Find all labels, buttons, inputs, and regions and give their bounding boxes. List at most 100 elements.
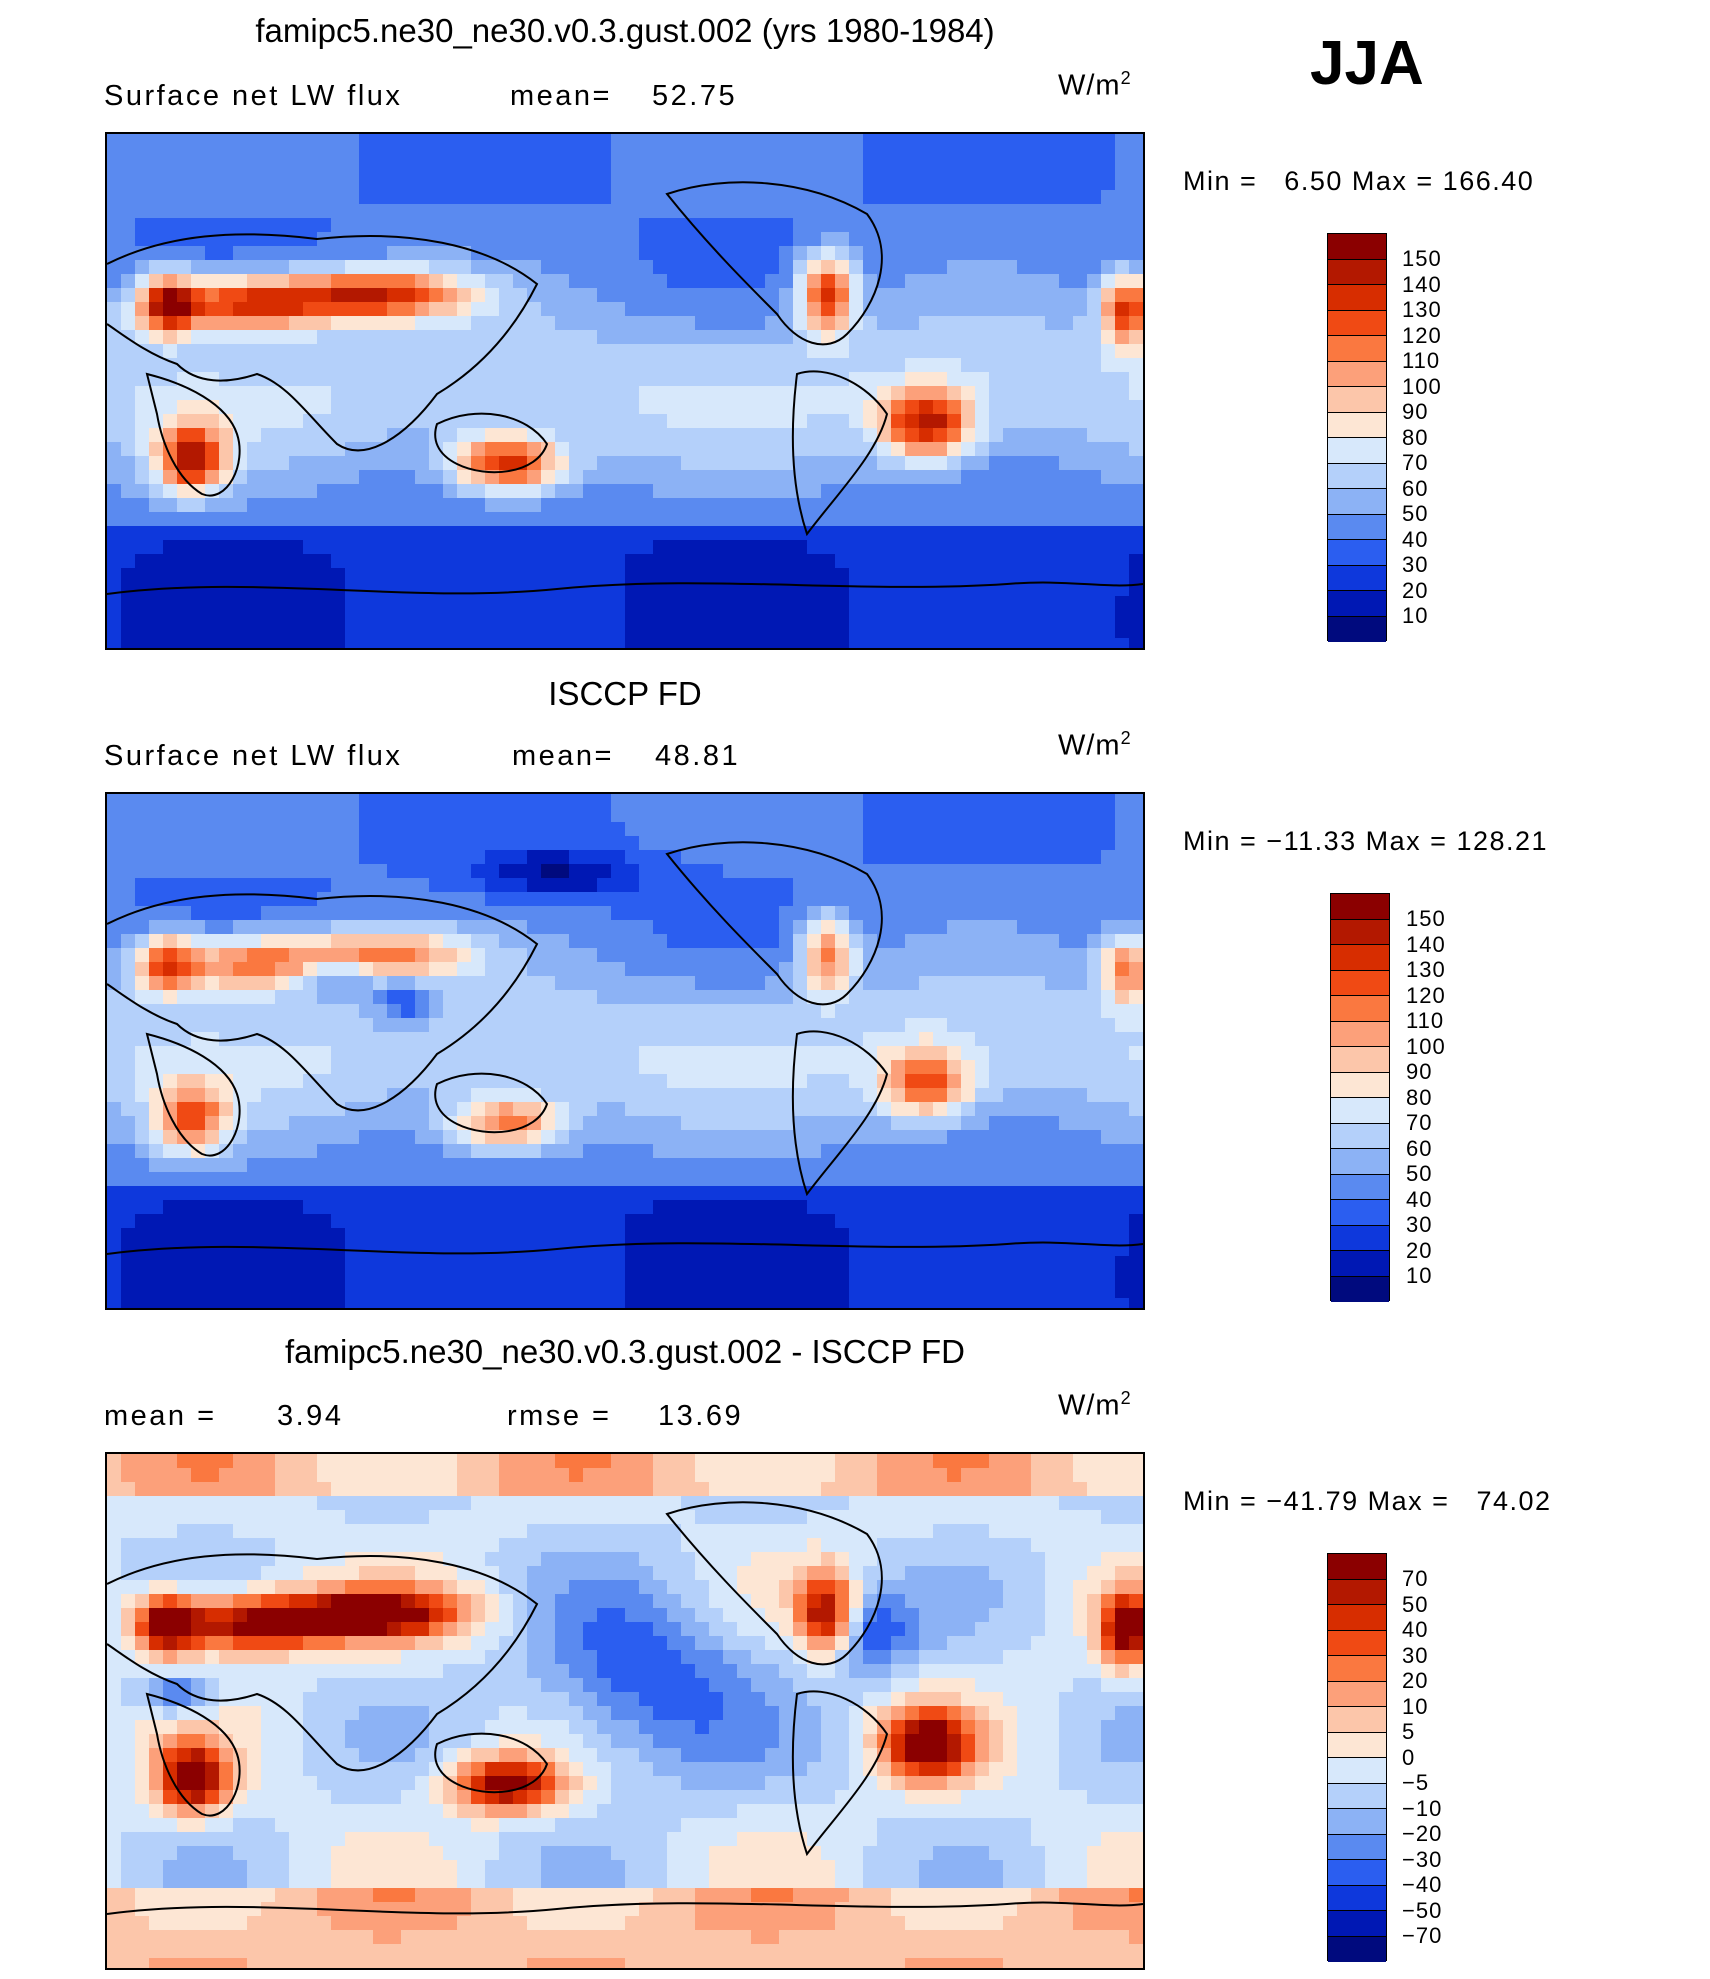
panel-2-title: ISCCP FD [548,675,702,712]
panel-3-colorbar-labels: 70 50 40 30 20 10 5 0 −5 −10 −20 −30 −40 −50 −70 [1402,1566,1442,1949]
panel-2-colorbar-labels: 150 140 130 120 110 100 90 80 70 60 50 40 30 20 10 [1406,906,1446,1289]
panel-1-mean-value: 52.75 [652,80,738,112]
colorbar-swatch [1331,1047,1389,1073]
colorbar-tick-label: 5 [1402,1719,1416,1744]
colorbar-swatch [1331,1021,1389,1047]
colorbar-tick-label: 90 [1406,1059,1433,1084]
colorbar-swatch [1328,1860,1386,1886]
colorbar-swatch [1328,1605,1386,1631]
season-label: JJA [1310,29,1424,98]
panel-3-map [105,1452,1145,1970]
colorbar-swatch [1328,1936,1386,1962]
colorbar-swatch [1331,1225,1389,1251]
colorbar-tick-label: 90 [1402,399,1429,424]
panel-2-colorbar [1330,893,1390,1302]
panel-3-rmse-value: 13.69 [658,1400,744,1432]
colorbar-swatch [1328,438,1386,464]
panel-3-map-graphic [107,1454,1143,1968]
colorbar-swatch [1328,1809,1386,1835]
colorbar-swatch [1328,1885,1386,1911]
panel-3-mean-label: mean = [104,1400,217,1432]
colorbar-tick-label: 70 [1406,1110,1433,1135]
colorbar-swatch [1331,1072,1389,1098]
colorbar-swatch [1328,489,1386,515]
colorbar-swatch [1331,919,1389,945]
colorbar-tick-label: −30 [1402,1846,1443,1872]
colorbar-tick-label: 100 [1406,1033,1446,1059]
panel-3-mean-value: 3.94 [277,1400,344,1432]
colorbar-swatch [1328,234,1386,260]
colorbar-swatch [1328,1681,1386,1707]
panel-1-map [105,132,1145,650]
colorbar-swatch [1328,514,1386,540]
colorbar-swatch [1331,894,1389,920]
colorbar-tick-label: 20 [1406,1237,1433,1263]
panel-3-min-max: Min = −41.79 Max = 74.02 [1183,1486,1552,1516]
panel-3-units: W/m2 [1058,1388,1132,1422]
colorbar-swatch [1331,1251,1389,1277]
colorbar-tick-label: 100 [1402,373,1442,399]
panel-1-units: W/m2 [1058,68,1132,102]
panel-2-units: W/m2 [1058,728,1132,762]
colorbar-tick-label: 40 [1406,1186,1433,1212]
colorbar-tick-label: 150 [1402,246,1442,271]
colorbar-swatch [1331,1149,1389,1175]
panel-3-title: famipc5.ne30_ne30.v0.3.gust.002 - ISCCP … [285,1333,965,1370]
colorbar-swatch [1331,1276,1389,1302]
colorbar-tick-label: 20 [1402,1668,1429,1693]
colorbar-swatch [1328,1758,1386,1784]
colorbar-swatch [1328,387,1386,413]
colorbar-swatch [1331,996,1389,1022]
colorbar-swatch [1331,970,1389,996]
colorbar-tick-label: 10 [1402,603,1429,628]
colorbar-tick-label: 50 [1402,501,1429,526]
colorbar-tick-label: 30 [1402,1642,1429,1668]
colorbar-tick-label: −10 [1402,1795,1443,1821]
colorbar-swatch [1331,1200,1389,1226]
colorbar-tick-label: −20 [1402,1821,1443,1846]
colorbar-tick-label: 80 [1406,1084,1433,1110]
colorbar-swatch [1331,1174,1389,1200]
panel-2-map [105,792,1145,1310]
colorbar-tick-label: 40 [1402,1617,1429,1642]
colorbar-swatch [1328,310,1386,336]
colorbar-swatch [1328,591,1386,617]
colorbar-swatch [1331,945,1389,971]
colorbar-swatch [1328,412,1386,438]
colorbar-swatch [1328,1554,1386,1580]
colorbar-swatch [1328,361,1386,387]
panel-2-variable-label: Surface net LW flux [104,740,403,772]
panel-1-variable-label: Surface net LW flux [104,80,403,112]
panel-1-title: famipc5.ne30_ne30.v0.3.gust.002 (yrs 198… [255,12,995,49]
colorbar-tick-label: 30 [1406,1212,1433,1237]
colorbar-tick-label: 140 [1402,271,1442,297]
colorbar-swatch [1328,1834,1386,1860]
colorbar-tick-label: 70 [1402,1566,1429,1591]
colorbar-tick-label: −5 [1402,1770,1430,1795]
panel-2-min-max: Min = −11.33 Max = 128.21 [1183,826,1549,856]
colorbar-swatch [1331,1123,1389,1149]
colorbar-swatch [1328,259,1386,285]
panel-2-mean-value: 48.81 [655,740,741,772]
panel-2-mean-label: mean= [512,740,614,772]
colorbar-tick-label: 70 [1402,450,1429,475]
panel-3-colorbar [1327,1553,1387,1962]
panel-1-colorbar-labels: 150 140 130 120 110 100 90 80 70 60 50 40 30 20 10 [1402,246,1442,629]
colorbar-swatch [1328,1707,1386,1733]
panel-1-min-max: Min = 6.50 Max = 166.40 [1183,166,1535,196]
colorbar-swatch [1328,1630,1386,1656]
colorbar-tick-label: 60 [1402,475,1429,501]
colorbar-swatch [1328,285,1386,311]
colorbar-swatch [1328,1656,1386,1682]
colorbar-tick-label: 40 [1402,526,1429,552]
colorbar-tick-label: 10 [1406,1263,1433,1288]
colorbar-tick-label: 110 [1402,348,1441,373]
colorbar-tick-label: 120 [1406,982,1446,1008]
colorbar-swatch [1328,1732,1386,1758]
colorbar-swatch [1328,336,1386,362]
colorbar-swatch [1328,565,1386,591]
colorbar-tick-label: 130 [1406,957,1446,982]
panel-2-map-graphic [107,794,1143,1308]
colorbar-tick-label: 150 [1406,906,1446,931]
colorbar-tick-label: 80 [1402,424,1429,450]
